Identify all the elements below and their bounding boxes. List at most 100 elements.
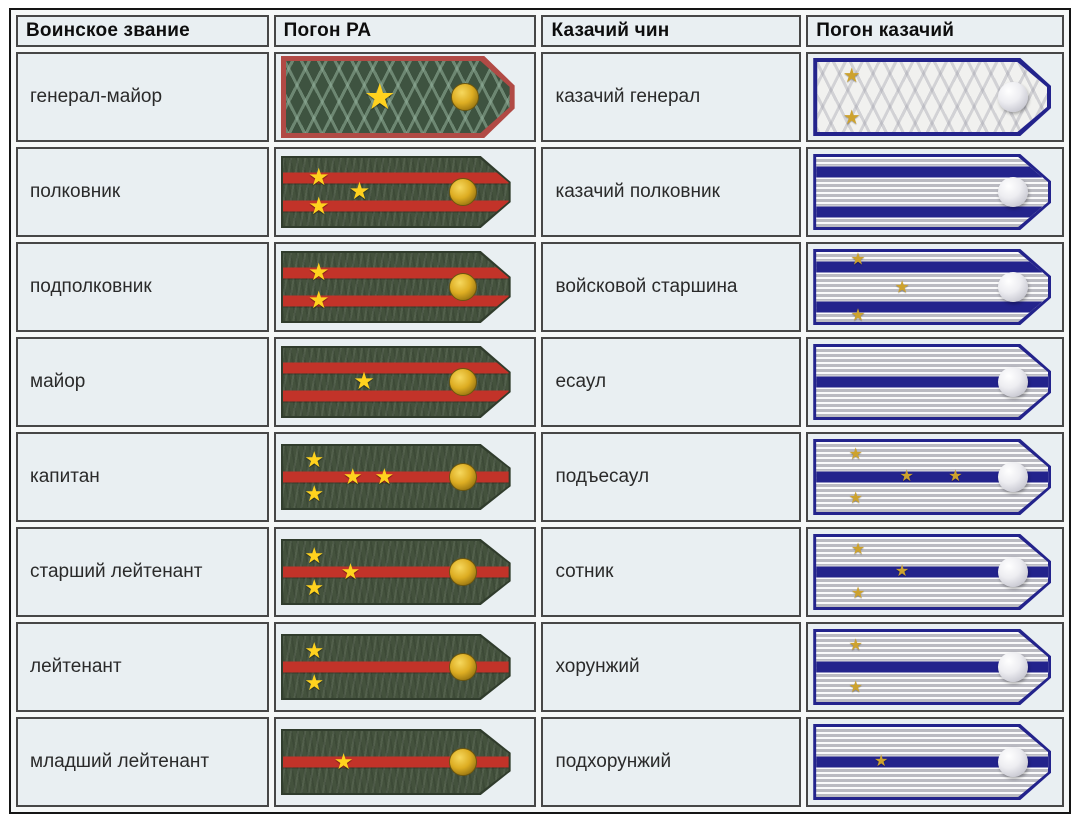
army-rank-label: полковник xyxy=(16,147,269,237)
rank-star-icon: ★ xyxy=(848,445,863,463)
rank-star-icon: ★ xyxy=(948,468,963,485)
cossack-strap-cell: ★ ★ ★ xyxy=(806,242,1064,332)
army-shoulder-strap: ★ xyxy=(280,56,515,138)
strap-button-icon xyxy=(998,652,1029,682)
cossack-strap-cell: ★ ★ ★ ★ xyxy=(806,432,1064,522)
strap-stripe xyxy=(282,200,509,212)
rank-star-icon: ★ xyxy=(899,468,914,485)
rank-star-icon: ★ xyxy=(348,178,371,205)
strap-button-icon xyxy=(998,462,1029,492)
army-shoulder-strap: ★ ★ ★ xyxy=(280,156,511,228)
strap-stripe xyxy=(816,261,1049,273)
rank-star-icon: ★ xyxy=(304,481,325,507)
strap-button-icon xyxy=(449,558,478,586)
strap-body: ★ ★ xyxy=(816,632,1049,702)
rank-star-icon: ★ xyxy=(304,575,325,601)
strap-button-icon xyxy=(998,557,1029,587)
rank-star-icon: ★ xyxy=(842,65,861,87)
strap-button-icon xyxy=(449,653,478,681)
table-row: полковник ★ ★ ★ казачий полковник xyxy=(16,147,1064,237)
rank-star-icon: ★ xyxy=(874,753,889,770)
rank-star-icon: ★ xyxy=(304,542,325,568)
army-strap-cell: ★ ★ ★ xyxy=(273,527,537,617)
rank-star-icon: ★ xyxy=(308,286,330,314)
strap-stripe xyxy=(282,267,509,279)
strap-stripe xyxy=(816,301,1049,313)
strap-button-icon xyxy=(997,82,1028,112)
cossack-rank-label: сотник xyxy=(541,527,802,617)
rank-star-icon: ★ xyxy=(333,749,354,774)
cossack-rank-label: казачий генерал xyxy=(541,52,802,142)
rank-star-icon: ★ xyxy=(342,464,363,489)
strap-button-icon xyxy=(449,748,478,776)
strap-stripe xyxy=(816,471,1049,483)
cossack-rank-label: войсковой старшина xyxy=(541,242,802,332)
strap-body: ★ ★ ★ ★ xyxy=(282,446,509,508)
army-rank-label: генерал-майор xyxy=(16,52,269,142)
strap-stripe xyxy=(282,471,509,483)
header-cossack-strap: Погон казачий xyxy=(806,15,1064,47)
strap-stripe xyxy=(816,566,1049,578)
strap-body: ★ ★ xyxy=(817,62,1048,132)
cossack-shoulder-strap xyxy=(813,344,1052,420)
cossack-shoulder-strap: ★ ★ ★ ★ xyxy=(813,439,1052,515)
strap-body xyxy=(816,157,1049,227)
strap-body: ★ xyxy=(816,727,1049,797)
rank-star-icon: ★ xyxy=(374,464,395,489)
strap-body: ★ ★ ★ ★ xyxy=(816,442,1049,512)
cossack-rank-label: подъесаул xyxy=(541,432,802,522)
rank-star-icon: ★ xyxy=(304,670,325,696)
strap-body xyxy=(816,347,1049,417)
army-rank-label: лейтенант xyxy=(16,622,269,712)
cossack-shoulder-strap: ★ ★ ★ xyxy=(813,249,1052,325)
cossack-rank-label: подхорунжий xyxy=(541,717,802,807)
rank-star-icon: ★ xyxy=(848,490,863,508)
rank-star-icon: ★ xyxy=(848,679,863,696)
rank-star-icon: ★ xyxy=(850,540,866,558)
table-row: генерал-майор ★ казачий генерал ★ ★ xyxy=(16,52,1064,142)
cossack-shoulder-strap: ★ xyxy=(813,724,1052,800)
cossack-rank-label: казачий полковник xyxy=(541,147,802,237)
strap-body: ★ ★ ★ xyxy=(816,537,1049,607)
table-row: старший лейтенант ★ ★ ★ сотник ★ ★ ★ xyxy=(16,527,1064,617)
strap-stripe xyxy=(816,206,1049,218)
army-strap-cell: ★ xyxy=(273,717,537,807)
army-strap-cell: ★ xyxy=(273,337,537,427)
rank-star-icon: ★ xyxy=(850,585,866,603)
cossack-shoulder-strap: ★ ★ ★ xyxy=(813,534,1052,610)
strap-stripe xyxy=(282,362,509,374)
rank-star-icon: ★ xyxy=(304,446,325,472)
army-strap-cell: ★ ★ xyxy=(273,242,537,332)
table-row: младший лейтенант ★ подхорунжий ★ xyxy=(16,717,1064,807)
army-rank-label: старший лейтенант xyxy=(16,527,269,617)
strap-body: ★ ★ ★ xyxy=(282,158,509,226)
army-shoulder-strap: ★ ★ ★ ★ xyxy=(280,444,511,510)
table-row: лейтенант ★ ★ хорунжий ★ ★ xyxy=(16,622,1064,712)
strap-stripe xyxy=(816,661,1049,673)
army-rank-label: майор xyxy=(16,337,269,427)
rank-star-icon: ★ xyxy=(894,563,910,580)
strap-stripe xyxy=(282,661,509,673)
table-row: майор ★ есаул xyxy=(16,337,1064,427)
cossack-strap-cell: ★ ★ xyxy=(806,52,1064,142)
strap-stripe xyxy=(282,756,509,768)
rank-star-icon: ★ xyxy=(850,305,866,325)
rank-star-icon: ★ xyxy=(304,637,325,663)
strap-stripe xyxy=(816,376,1049,388)
strap-stripe xyxy=(282,390,509,402)
army-rank-label: подполковник xyxy=(16,242,269,332)
cossack-shoulder-strap: ★ ★ xyxy=(813,58,1052,136)
army-strap-cell: ★ ★ ★ ★ xyxy=(273,432,537,522)
rank-star-icon: ★ xyxy=(848,637,863,654)
rank-star-icon: ★ xyxy=(894,277,910,297)
table-row: капитан ★ ★ ★ ★ подъесаул ★ ★ ★ ★ xyxy=(16,432,1064,522)
strap-button-icon xyxy=(450,83,479,111)
strap-body: ★ xyxy=(282,731,509,793)
rank-star-icon: ★ xyxy=(340,559,361,584)
rank-star-icon: ★ xyxy=(308,163,330,191)
strap-button-icon xyxy=(449,178,478,206)
strap-button-icon xyxy=(998,747,1029,777)
table-row: подполковник ★ ★ войсковой старшина ★ ★ ★ xyxy=(16,242,1064,332)
rank-star-icon: ★ xyxy=(842,107,861,129)
